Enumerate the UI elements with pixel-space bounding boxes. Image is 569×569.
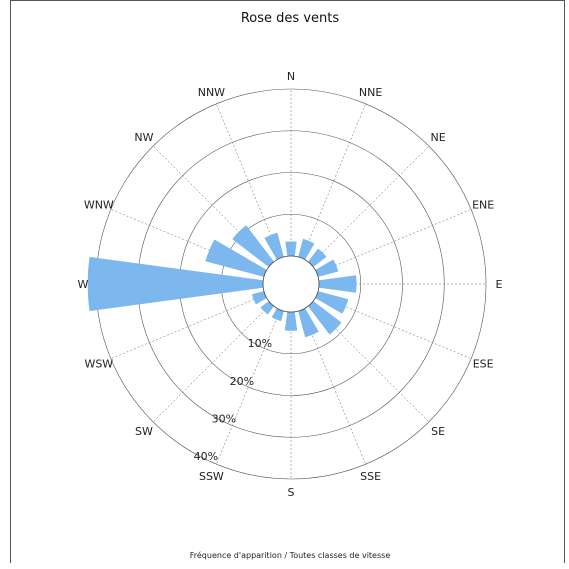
ring-labels: 10% 20% 30% 40%	[194, 337, 272, 463]
chart-frame	[10, 0, 565, 563]
bar-ese	[310, 289, 349, 314]
direction-label-s: S	[288, 486, 295, 499]
direction-label-nne: NNE	[359, 86, 382, 99]
direction-label-se: SE	[431, 425, 445, 438]
direction-label-ene: ENE	[472, 198, 494, 211]
chart-title: Rose des vents	[241, 11, 339, 26]
bar-nnw	[264, 232, 286, 265]
direction-label-wsw: WSW	[84, 358, 113, 371]
direction-label-n: N	[287, 70, 295, 83]
direction-label-nnw: NNW	[198, 86, 225, 99]
direction-label-nw: NW	[134, 131, 153, 144]
spoke-ene	[316, 209, 472, 274]
bar-wnw	[205, 239, 272, 279]
direction-labels: N NNE NE ENE E ESE SE SSE S SSW SW WSW W WNW NW NNW	[78, 70, 503, 499]
direction-label-sse: SSE	[360, 470, 381, 483]
bar-se	[304, 297, 342, 335]
bar-nw	[232, 225, 278, 271]
direction-label-sw: SW	[135, 425, 153, 438]
ring-label-10: 10%	[248, 337, 272, 350]
direction-label-w: W	[78, 278, 89, 291]
bar-w	[87, 256, 270, 312]
chart-footer: Fréquence d'apparition / Toutes classes …	[190, 550, 391, 560]
direction-label-ssw: SSW	[199, 470, 224, 483]
calm-center	[262, 255, 320, 313]
direction-label-ne: NE	[430, 131, 445, 144]
direction-label-e: E	[496, 278, 503, 291]
ring-label-20: 20%	[230, 375, 254, 388]
direction-label-wnw: WNW	[84, 198, 114, 211]
rose-bars	[87, 225, 357, 338]
direction-label-ese: ESE	[473, 358, 494, 371]
bar-sse	[296, 303, 319, 338]
ring-label-40: 40%	[194, 450, 218, 463]
bar-e	[312, 275, 357, 293]
ring-label-30: 30%	[212, 413, 236, 426]
